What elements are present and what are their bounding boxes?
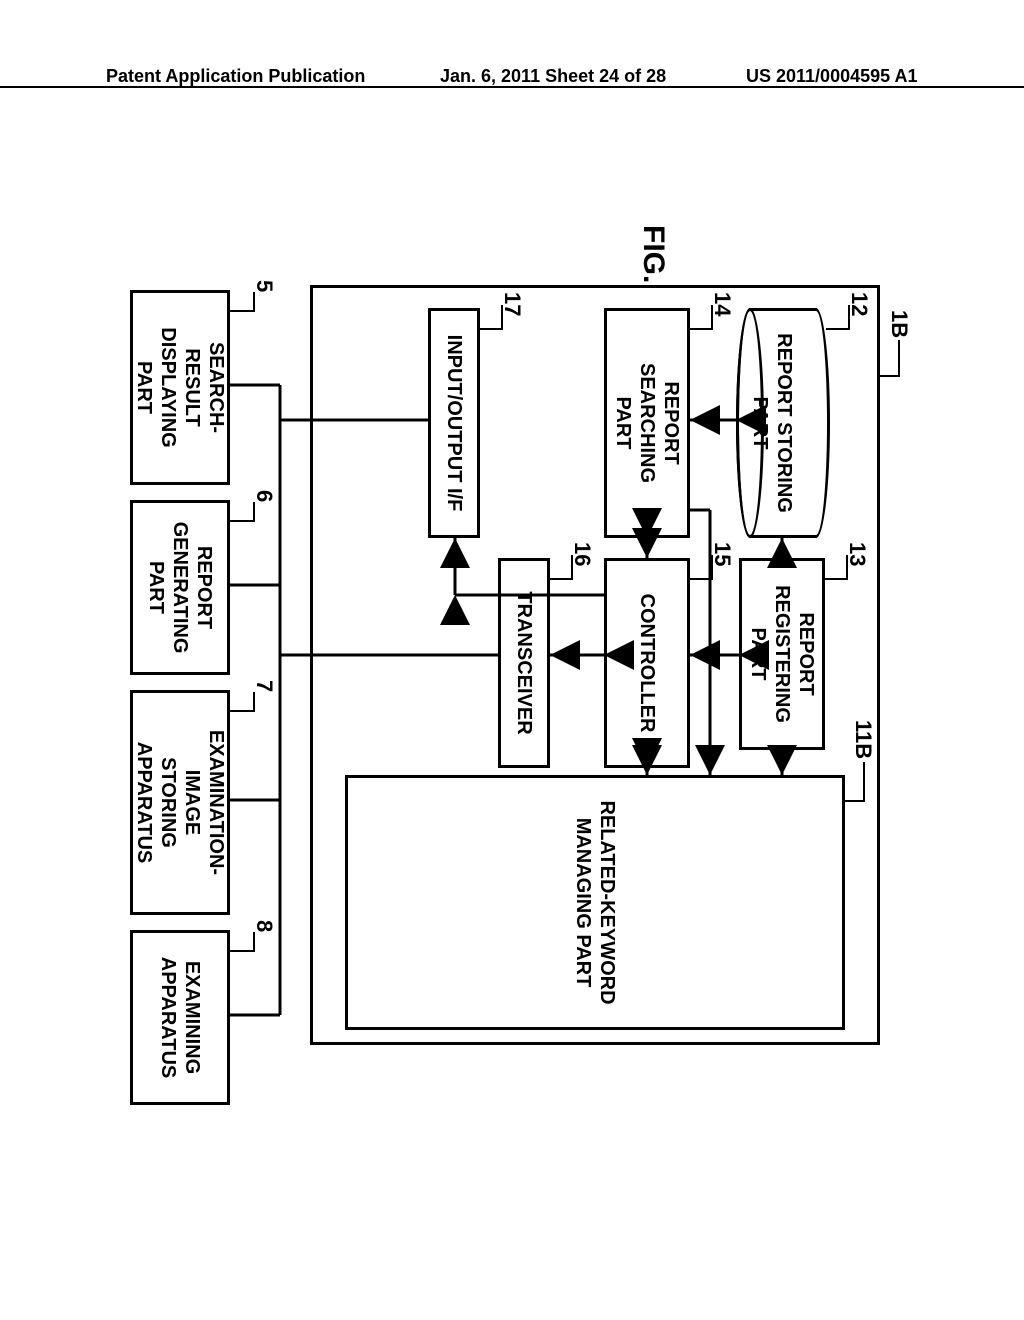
lead-7 xyxy=(229,710,255,712)
transceiver-box: TRANSCEIVER xyxy=(498,558,550,768)
header-right: US 2011/0004595 A1 xyxy=(746,66,917,87)
header-left: Patent Application Publication xyxy=(106,66,365,87)
lead-15 xyxy=(689,578,713,580)
related-keyword-box: RELATED-KEYWORD MANAGING PART xyxy=(345,775,845,1030)
label-12: 12 xyxy=(846,292,872,316)
diagram: FIG. 13A 1B RELATED-KEYWORD MANAGING PAR… xyxy=(100,200,920,1120)
lead-11b-h xyxy=(863,762,865,802)
controller-text: CONTROLLER xyxy=(635,594,659,733)
lead-16 xyxy=(549,578,573,580)
diagram-container: FIG. 13A 1B RELATED-KEYWORD MANAGING PAR… xyxy=(100,200,920,1120)
lead-1b-h xyxy=(898,340,900,377)
label-1b: 1B xyxy=(886,310,912,338)
lead-11b xyxy=(843,800,865,802)
label-16: 16 xyxy=(569,542,595,566)
search-result-box: SEARCH-RESULT DISPLAYING PART xyxy=(130,290,230,485)
io-if-box: INPUT/OUTPUT I/F xyxy=(428,308,480,538)
label-5: 5 xyxy=(251,280,277,292)
label-13: 13 xyxy=(844,542,870,566)
report-gen-box: REPORT GENERATING PART xyxy=(130,500,230,675)
controller-box: CONTROLLER xyxy=(604,558,690,768)
lead-8-h xyxy=(253,932,255,952)
lead-7-h xyxy=(253,692,255,712)
label-7: 7 xyxy=(251,680,277,692)
lead-6-h xyxy=(253,502,255,522)
header-center: Jan. 6, 2011 Sheet 24 of 28 xyxy=(440,66,666,87)
examining-text: EXAMINING APPARATUS xyxy=(156,957,204,1078)
lead-5-h xyxy=(253,292,255,312)
report-gen-text: REPORT GENERATING PART xyxy=(144,522,216,654)
lead-17 xyxy=(479,328,503,330)
lead-8 xyxy=(229,950,255,952)
report-storing-text: REPORT STORING PART xyxy=(748,308,796,538)
header-rule xyxy=(0,86,1024,112)
lead-13 xyxy=(824,578,848,580)
exam-image-box: EXAMINATION-IMAGE STORING APPARATUS xyxy=(130,690,230,915)
report-storing-cylinder: REPORT STORING PART xyxy=(736,308,830,538)
label-17: 17 xyxy=(499,292,525,316)
label-6: 6 xyxy=(251,490,277,502)
label-15: 15 xyxy=(709,542,735,566)
examining-box: EXAMINING APPARATUS xyxy=(130,930,230,1105)
lead-6 xyxy=(229,520,255,522)
lead-12 xyxy=(826,328,850,330)
report-searching-box: REPORT SEARCHING PART xyxy=(604,308,690,538)
report-registering-box: REPORT REGISTERING PART xyxy=(739,558,825,750)
report-registering-text: REPORT REGISTERING PART xyxy=(746,571,818,737)
lead-5 xyxy=(229,310,255,312)
io-if-text: INPUT/OUTPUT I/F xyxy=(442,335,466,512)
search-result-text: SEARCH-RESULT DISPLAYING PART xyxy=(132,303,228,472)
lead-14 xyxy=(689,328,713,330)
exam-image-text: EXAMINATION-IMAGE STORING APPARATUS xyxy=(132,703,228,902)
label-11b: 11B xyxy=(850,720,876,759)
label-14: 14 xyxy=(709,292,735,316)
report-searching-text: REPORT SEARCHING PART xyxy=(611,321,683,525)
page: Patent Application Publication Jan. 6, 2… xyxy=(0,0,1024,1320)
lead-1b xyxy=(878,375,900,377)
transceiver-text: TRANSCEIVER xyxy=(512,591,536,734)
related-keyword-text: RELATED-KEYWORD MANAGING PART xyxy=(571,788,619,1017)
label-8: 8 xyxy=(251,920,277,932)
